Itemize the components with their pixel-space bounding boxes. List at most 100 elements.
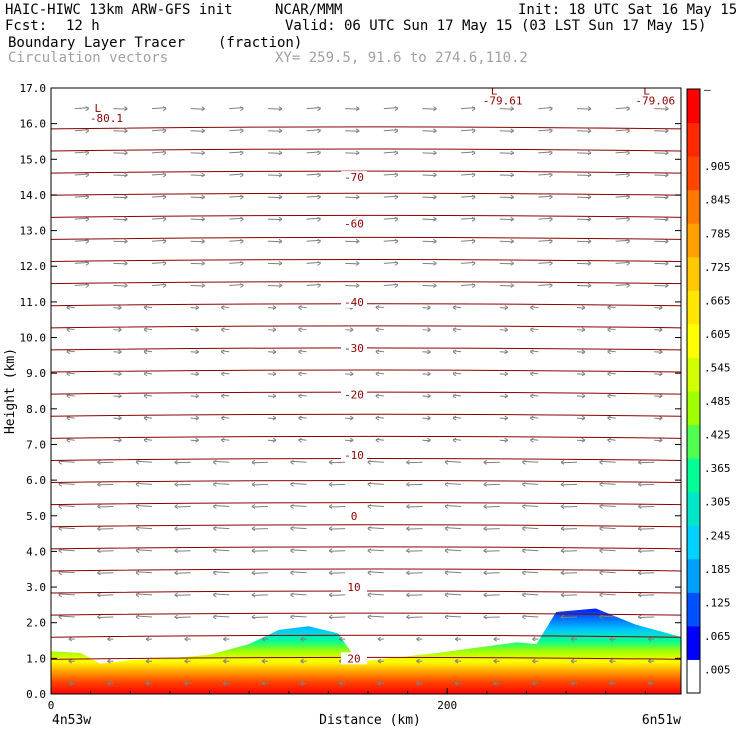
wind-vector	[444, 481, 462, 487]
colorbar-segment	[687, 424, 700, 459]
wind-vector	[229, 128, 244, 134]
low-marker: L	[643, 84, 650, 97]
wind-vector	[135, 481, 153, 487]
wind-vector	[113, 305, 122, 311]
wind-vector	[345, 238, 360, 244]
wind-vector	[135, 614, 153, 620]
wind-vector	[74, 260, 90, 266]
wind-vector	[251, 614, 268, 620]
wind-vector	[522, 614, 539, 620]
wind-vector	[290, 504, 307, 509]
y-tick-label: 4.0	[26, 545, 46, 558]
wind-vector	[190, 260, 205, 266]
wind-vector	[267, 172, 283, 178]
wind-vector	[599, 614, 616, 620]
wind-vector	[383, 172, 399, 178]
wind-vector	[499, 305, 509, 311]
wind-vector	[229, 283, 244, 288]
wind-vector	[570, 636, 577, 642]
wind-vector	[522, 504, 539, 509]
wind-vector	[375, 305, 384, 311]
wind-vector	[267, 216, 283, 222]
contour-label: 20	[347, 652, 360, 665]
contour-line	[51, 281, 681, 285]
wind-vector	[190, 194, 205, 200]
vectors-label: Circulation vectors	[8, 50, 169, 66]
wind-vector	[637, 481, 655, 487]
y-tick-label: 0.0	[26, 688, 46, 701]
wind-vector	[367, 526, 384, 532]
wind-vector	[444, 459, 462, 465]
wind-vector	[152, 150, 167, 156]
wind-vector	[229, 150, 244, 156]
wind-vector	[406, 459, 423, 465]
wind-vector	[107, 680, 114, 686]
wind-vector	[499, 415, 509, 421]
wind-vector	[383, 238, 399, 244]
wind-vector	[576, 172, 592, 178]
wind-vector	[422, 283, 437, 288]
wind-vector	[74, 238, 90, 244]
wind-vector	[267, 305, 277, 311]
wind-vector	[143, 327, 153, 333]
contour-line	[51, 259, 681, 263]
wind-vector	[251, 592, 268, 598]
y-tick-label: 2.0	[26, 617, 46, 630]
wind-vector	[58, 592, 75, 598]
wind-vector	[367, 614, 384, 620]
wind-vector	[229, 260, 244, 266]
wind-vector	[607, 393, 616, 399]
wind-vector	[74, 283, 90, 288]
wind-vector	[599, 548, 616, 554]
wind-vector	[530, 393, 539, 399]
wind-vector	[74, 150, 90, 156]
wind-vector	[300, 658, 307, 664]
wind-vector	[68, 680, 75, 686]
wind-vector	[654, 349, 663, 355]
colorbar-label: .125	[704, 596, 731, 609]
wind-vector	[532, 658, 539, 664]
wind-vector	[74, 128, 90, 134]
y-tick-label: 9.0	[26, 367, 46, 380]
wind-vector	[113, 415, 122, 421]
y-tick-label: 15.0	[20, 153, 47, 166]
wind-vector	[422, 194, 437, 200]
wind-vector	[444, 614, 462, 620]
wind-vector	[444, 592, 462, 598]
wind-vector	[267, 437, 277, 443]
wind-vector	[338, 680, 346, 686]
y-tick-label: 16.0	[20, 118, 47, 131]
wind-vector	[422, 393, 431, 399]
wind-vector	[97, 548, 114, 554]
wind-vector	[113, 216, 128, 222]
wind-vector	[576, 194, 592, 200]
contour-line	[51, 214, 681, 218]
wind-vector	[609, 680, 616, 686]
contour-label: -70	[344, 171, 364, 184]
wind-vector	[190, 327, 199, 333]
wind-vector	[422, 128, 437, 134]
wind-vector	[267, 349, 277, 355]
wind-vector	[483, 548, 500, 554]
wind-vector	[267, 371, 277, 377]
contour-label: 0	[351, 510, 358, 523]
wind-vector	[483, 481, 500, 487]
wind-vector	[654, 128, 669, 134]
wind-vector	[174, 570, 191, 576]
wind-vector	[560, 459, 578, 465]
wind-vector	[66, 371, 75, 377]
wind-vector	[190, 305, 199, 311]
wind-vector	[454, 636, 462, 642]
wind-vector	[599, 459, 616, 465]
wind-vector	[184, 636, 191, 642]
wind-vector	[300, 636, 307, 642]
wind-vector	[461, 283, 476, 288]
colorbar-label: .605	[704, 328, 731, 341]
wind-vector	[267, 260, 283, 266]
low-value: -79.06	[635, 94, 675, 107]
wind-vector	[422, 106, 437, 112]
wind-vector	[221, 305, 230, 311]
wind-vector	[499, 349, 509, 355]
wind-vector	[152, 106, 167, 112]
wind-vector	[377, 636, 384, 642]
